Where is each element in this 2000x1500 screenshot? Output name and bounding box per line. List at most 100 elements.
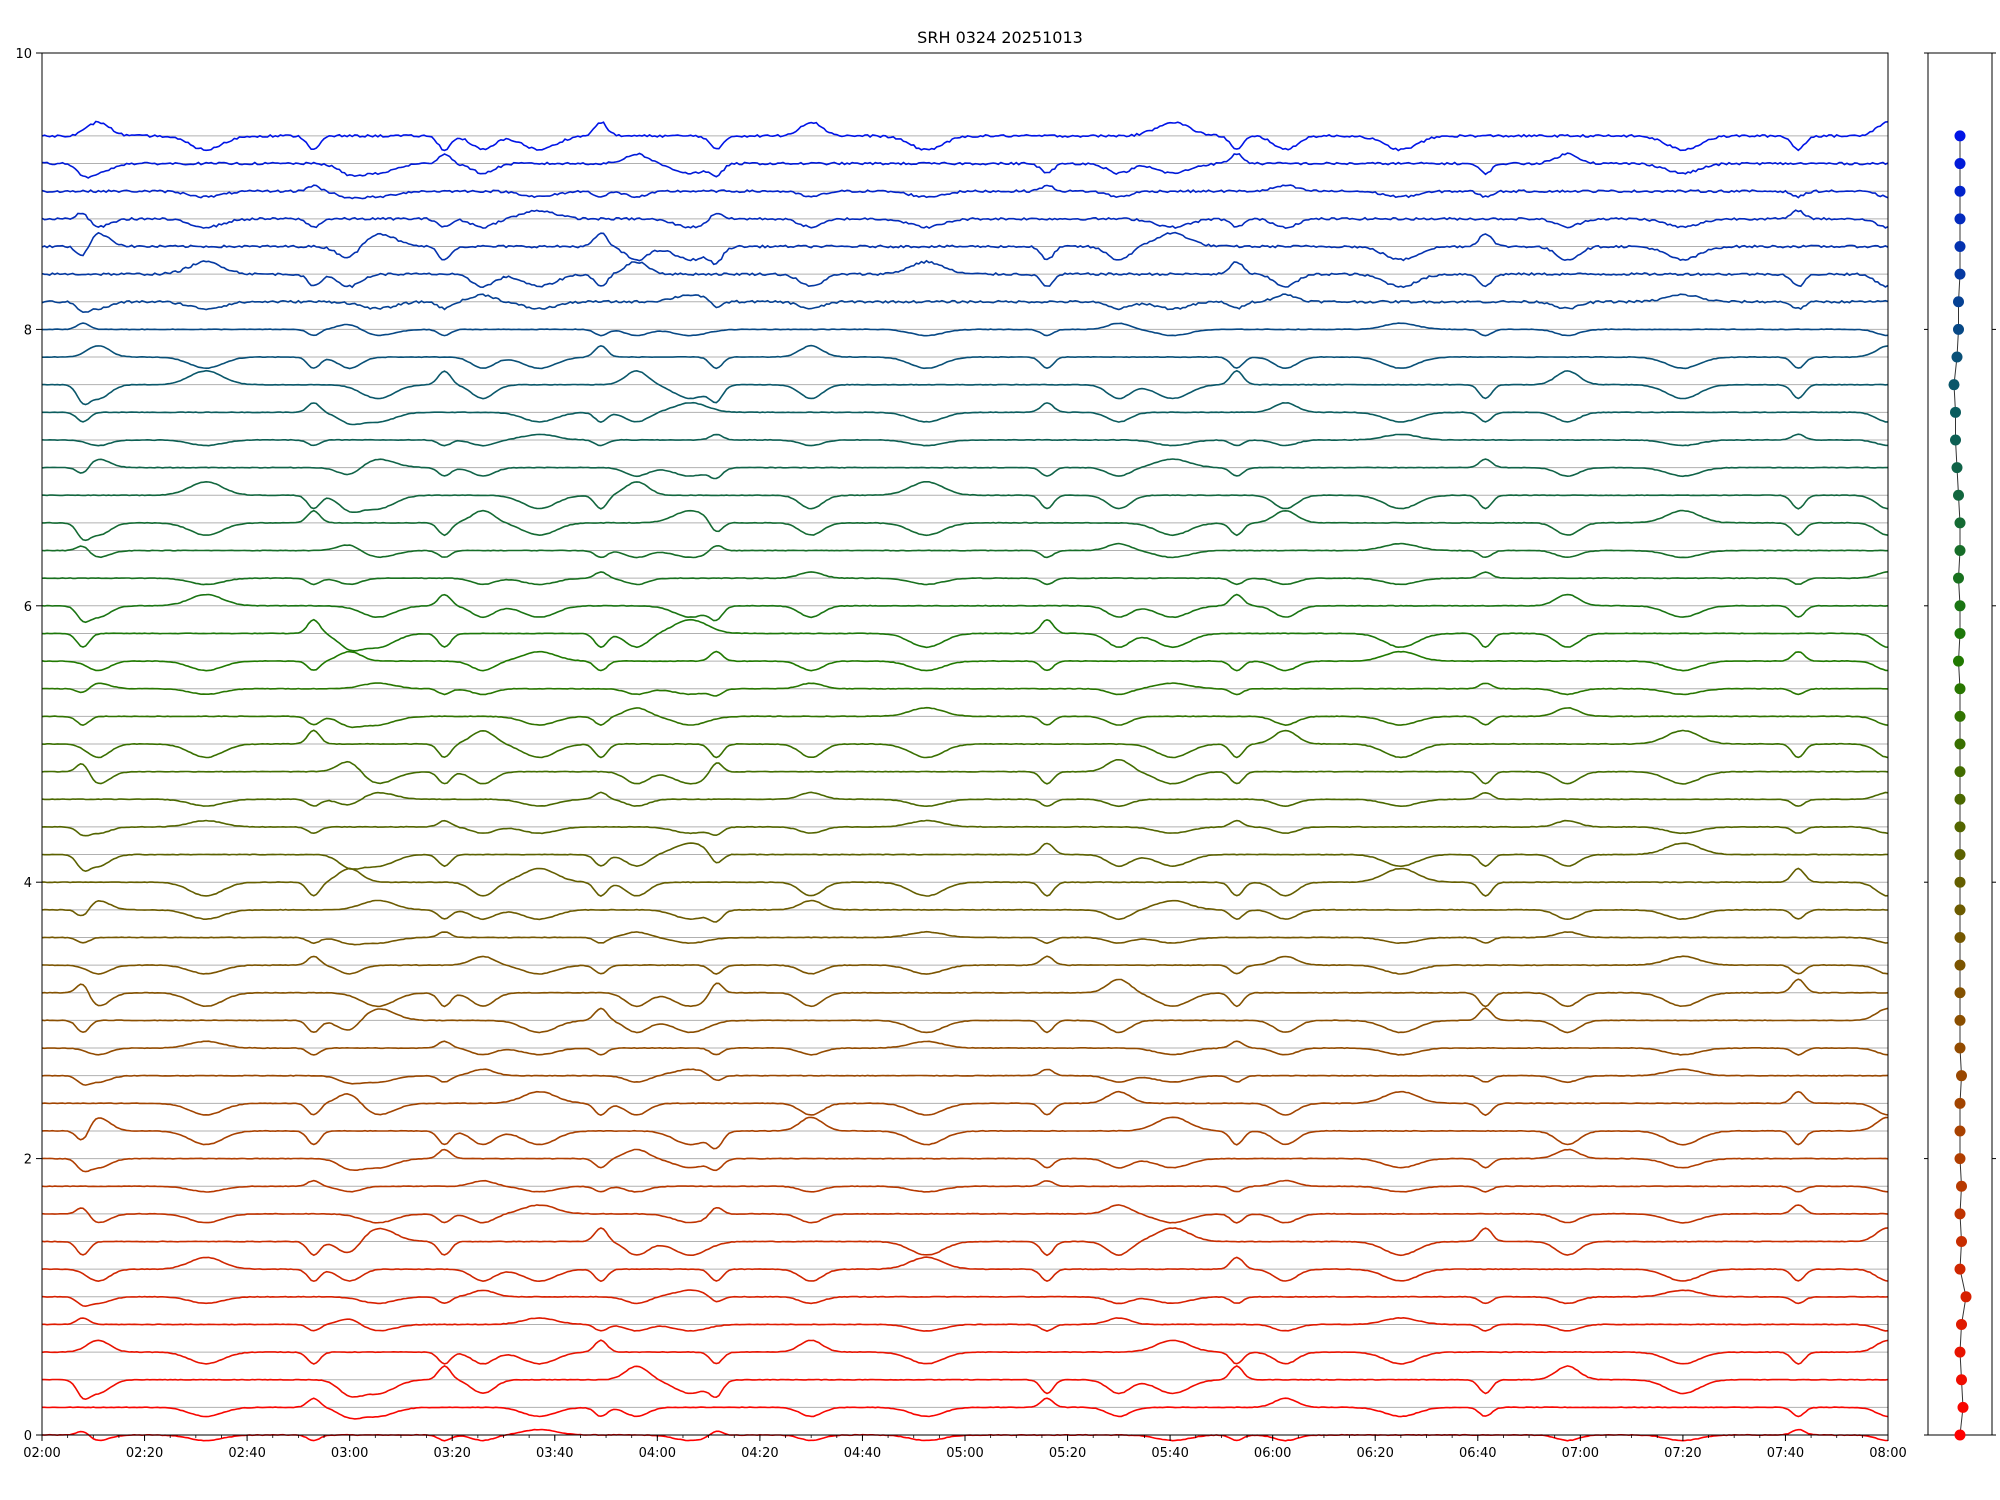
trace-channel-9 [41,1179,1889,1193]
x-tick-label: 07:40 [1767,1446,1804,1461]
side-point [1948,379,1960,391]
side-point [1950,434,1961,446]
side-point [1956,1318,1967,1330]
x-tick-label: 02:20 [126,1446,163,1461]
x-tick-label: 05:40 [1151,1446,1188,1461]
trace-channel-19 [41,899,1888,923]
trace-channel-25 [41,729,1889,759]
side-point [1954,821,1966,833]
x-tick-label: 03:00 [331,1446,368,1461]
trace-channel-39 [42,344,1889,370]
side-point [1954,793,1966,805]
side-point [1954,268,1966,280]
y-tick-label: 0 [24,1429,32,1444]
side-point [1956,1180,1967,1192]
trace-channel-15 [41,1007,1889,1034]
side-point [1951,462,1963,474]
side-point [1954,1042,1966,1054]
trace-channel-31 [41,571,1889,586]
side-point [1954,683,1966,695]
side-point [1953,296,1964,308]
side-point [1954,158,1966,170]
trace-channel-13 [41,1068,1889,1086]
x-tick-label: 05:00 [946,1446,983,1461]
trace-channel-30 [41,593,1889,624]
side-point [1954,1125,1966,1137]
x-tick-label: 06:00 [1254,1446,1291,1461]
trace-channel-21 [41,842,1889,873]
side-point [1956,1374,1967,1386]
trace-channel-2 [42,1364,1889,1401]
side-point [1954,130,1966,142]
trace-channel-28 [41,650,1889,672]
side-point [1954,1346,1966,1358]
trace-channel-34 [41,480,1889,513]
trace-channel-18 [41,930,1889,946]
x-tick-label: 04:40 [844,1446,881,1461]
trace-channel-35 [41,458,1889,480]
x-tick-label: 03:40 [536,1446,573,1461]
side-point [1953,572,1964,584]
side-point [1954,1208,1966,1220]
trace-channel-44 [41,209,1889,230]
trace-channel-40 [42,322,1889,337]
side-point [1954,710,1966,722]
side-point [1954,1097,1966,1109]
trace-channel-8 [41,1204,1889,1224]
trace-channel-6 [41,1256,1889,1283]
trace-channel-32 [41,542,1888,559]
trace-channel-41 [41,293,1889,314]
side-point [1954,1263,1966,1275]
side-point [1954,959,1966,971]
trace-channel-45 [41,184,1889,200]
side-point [1954,1014,1966,1026]
trace-channel-29 [41,618,1889,652]
x-tick-label: 04:20 [741,1446,778,1461]
trace-channel-12 [41,1090,1889,1117]
trace-channel-7 [41,1227,1889,1257]
side-point [1954,987,1966,999]
side-point [1954,876,1966,888]
side-point [1953,323,1964,335]
y-tick-label: 6 [24,600,32,615]
x-tick-label: 06:40 [1459,1446,1496,1461]
trace-channel-47 [41,120,1889,152]
side-point [1956,1070,1967,1082]
side-point [1954,213,1966,225]
trace-channel-16 [41,978,1889,1008]
x-tick-label: 05:20 [1049,1446,1086,1461]
trace-channel-24 [41,759,1889,785]
y-tick-label: 2 [24,1153,32,1168]
trace-channel-11 [41,1116,1889,1150]
side-point [1957,1401,1969,1413]
x-tick-label: 07:20 [1664,1446,1701,1461]
side-point [1954,766,1966,778]
side-point [1956,1236,1967,1248]
x-tick-label: 07:00 [1562,1446,1599,1461]
trace-channel-17 [41,955,1889,975]
y-tick-label: 8 [24,323,32,338]
side-point [1954,517,1966,529]
side-point [1954,600,1966,612]
y-tick-label: 4 [24,876,32,891]
x-tick-label: 03:20 [433,1446,470,1461]
trace-channel-10 [41,1148,1889,1173]
trace-channel-42 [41,259,1889,289]
side-point [1954,240,1966,252]
trace-channel-36 [41,433,1889,447]
side-point [1950,406,1961,418]
side-point [1954,545,1966,557]
trace-channel-38 [42,369,1889,406]
trace-channel-43 [41,231,1889,266]
x-tick-label: 02:40 [228,1446,265,1461]
trace-channel-26 [41,706,1889,729]
x-tick-label: 08:00 [1869,1446,1906,1461]
trace-channel-5 [41,1289,1889,1308]
side-plot-area [1924,52,1996,1441]
side-point [1954,849,1966,861]
trace-channel-14 [41,1040,1889,1056]
trace-channel-46 [41,152,1889,179]
side-point [1954,931,1966,943]
side-point [1953,655,1964,667]
